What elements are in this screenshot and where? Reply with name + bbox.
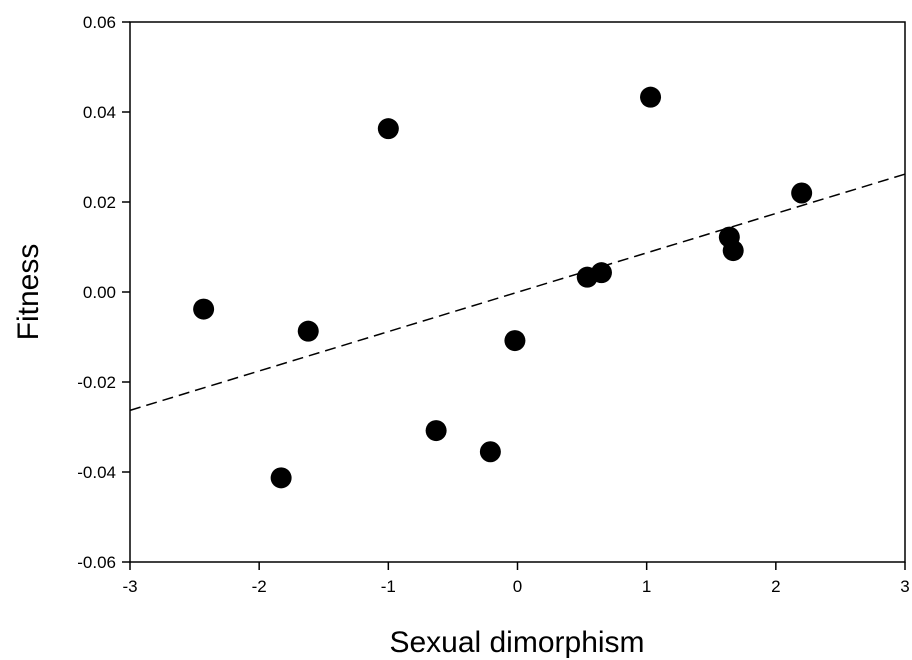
x-tick-label: -1 (381, 577, 396, 596)
y-tick-label: 0.02 (83, 193, 116, 212)
y-axis: 0.06 0.04 0.02 0.00 -0.02 -0.04 -0.06 (77, 13, 130, 572)
y-axis-title: Fitness (12, 244, 45, 341)
data-point (722, 240, 744, 262)
x-tick-label: 3 (900, 577, 909, 596)
data-point (590, 262, 612, 284)
y-tick-label: -0.02 (77, 373, 116, 392)
data-point (193, 298, 215, 320)
y-tick-label: 0.00 (83, 283, 116, 302)
data-point (791, 182, 813, 204)
x-tick-label: 2 (771, 577, 780, 596)
x-tick-label: -3 (122, 577, 137, 596)
data-point (270, 467, 292, 489)
data-point (504, 330, 526, 352)
data-point (640, 86, 662, 108)
y-tick-label: -0.06 (77, 553, 116, 572)
data-points (193, 86, 813, 489)
data-point (479, 441, 501, 463)
x-tick-label: 1 (642, 577, 651, 596)
y-tick-label: -0.04 (77, 463, 116, 482)
x-tick-label: 0 (513, 577, 522, 596)
y-tick-label: 0.06 (83, 13, 116, 32)
plot-frame (129, 21, 906, 563)
y-tick-label: 0.04 (83, 103, 116, 122)
x-tick-label: -2 (252, 577, 267, 596)
x-axis: -3 -2 -1 0 1 2 3 (122, 562, 910, 596)
trend-line (129, 173, 906, 412)
data-point (297, 320, 319, 342)
data-point (377, 118, 399, 140)
x-axis-title: Sexual dimorphism (389, 626, 644, 659)
data-point (425, 420, 447, 442)
